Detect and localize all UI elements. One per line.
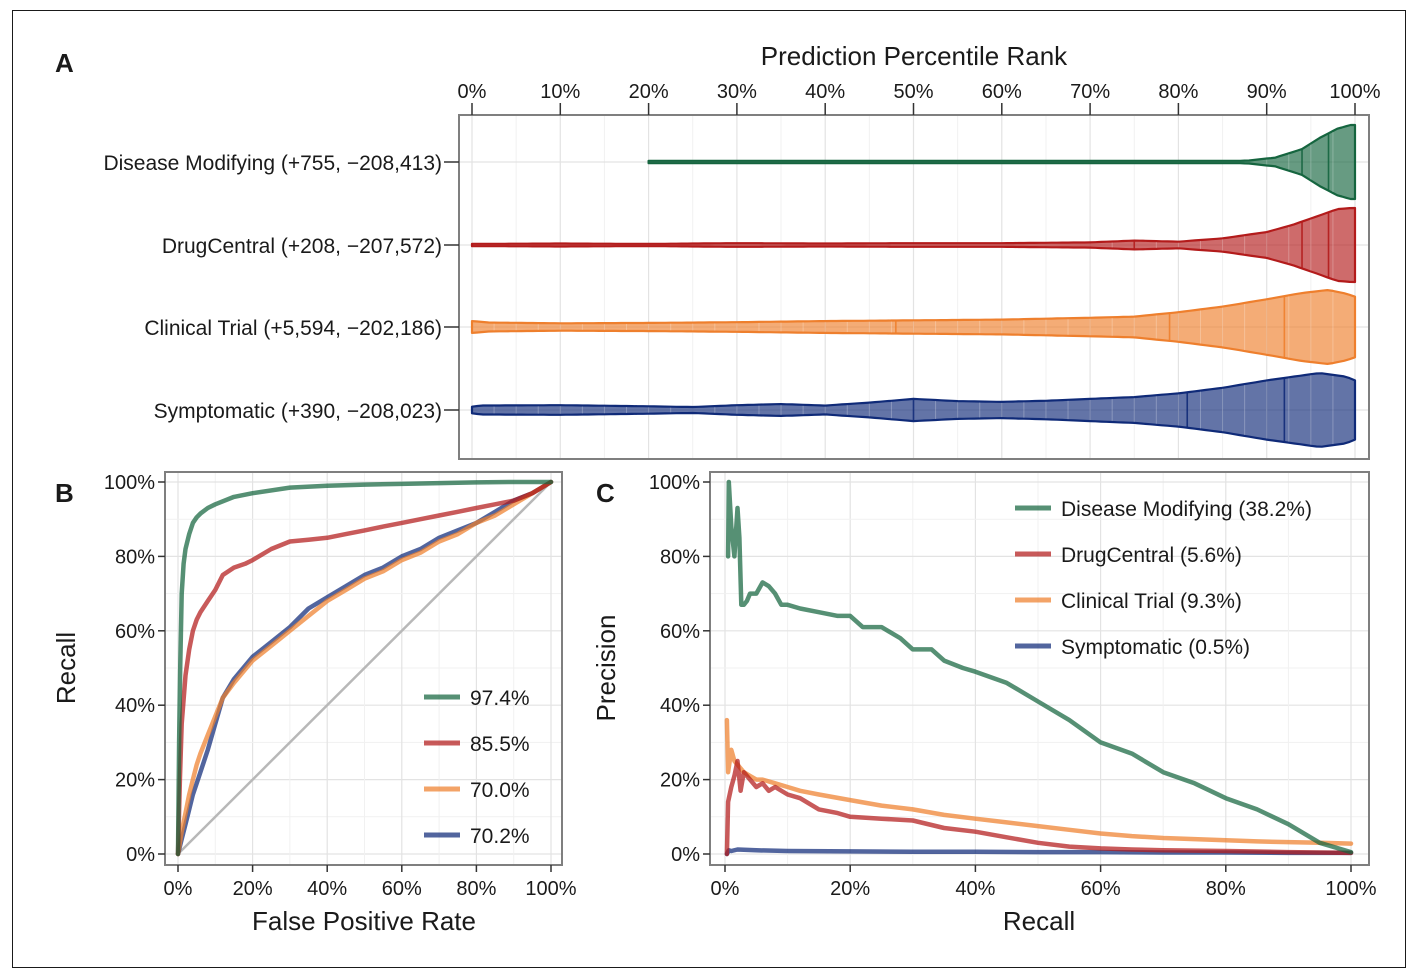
panel-c-grid xyxy=(710,472,1369,865)
panel-a-categories: Disease Modifying (+755, −208,413) DrugCe… xyxy=(103,152,459,423)
y-tick-label: 0% xyxy=(126,844,155,866)
x-tick-label: 60% xyxy=(982,81,1022,103)
panel-b-border xyxy=(164,471,563,866)
panel-c-letter: C xyxy=(596,478,615,508)
legend-label-disease_modifying: Disease Modifying (38.2%) xyxy=(1061,498,1312,521)
panel-b-roc-chart: 0% 0% 20% 20% 40% 40% 60% 60% 80% 80% 100% 100% 97.… xyxy=(51,471,577,936)
violin-disease_modifying xyxy=(647,123,1357,201)
panel-c-lines xyxy=(724,479,1354,857)
legend-label-drugcentral: 85.5% xyxy=(470,733,530,756)
x-tick-label: 60% xyxy=(1081,878,1121,900)
x-tick-label: 100% xyxy=(1329,81,1380,103)
panel-c-legend: Disease Modifying (38.2%) DrugCentral (5.… xyxy=(1015,498,1312,659)
x-tick-label: 0% xyxy=(711,878,740,900)
legend-label-clinical_trial: Clinical Trial (9.3%) xyxy=(1061,590,1242,613)
panel-b-x-axis-title: False Positive Rate xyxy=(252,906,476,936)
x-tick-label: 100% xyxy=(525,878,576,900)
legend-label-symptomatic: 70.2% xyxy=(470,825,530,848)
category-label: Disease Modifying (+755, −208,413) xyxy=(103,152,442,175)
x-tick-label: 80% xyxy=(456,878,496,900)
x-tick-label: 20% xyxy=(830,878,870,900)
x-tick-label: 100% xyxy=(1325,878,1376,900)
violin-drugcentral xyxy=(470,206,1357,284)
category-label: Symptomatic (+390, −208,023) xyxy=(154,400,442,423)
x-tick-label: 40% xyxy=(307,878,347,900)
x-tick-label: 0% xyxy=(458,81,487,103)
x-tick-label: 40% xyxy=(955,878,995,900)
panel-c-x-axis-title: Recall xyxy=(1003,906,1075,936)
panel-a-letter: A xyxy=(55,48,74,78)
y-tick-label: 20% xyxy=(115,770,155,792)
line-drugcentral xyxy=(724,758,1354,857)
x-tick-label: 10% xyxy=(540,81,580,103)
x-tick-label: 60% xyxy=(382,878,422,900)
panel-b-diagonal-reference xyxy=(177,481,552,855)
panel-b-lines xyxy=(175,479,554,857)
y-tick-label: 80% xyxy=(660,546,700,568)
x-tick-label: 30% xyxy=(717,81,757,103)
panel-a-violin-chart: 0% 10% 20% 30% 40% 50% 60% 70% 80% 90% 100% Diseas… xyxy=(103,41,1381,460)
violin-clinical_trial xyxy=(470,289,1357,365)
panel-b-letter: B xyxy=(55,478,74,508)
panel-c-pr-chart: 0% 0% 20% 20% 40% 40% 60% 60% 80% 80% 100% 100% Dis… xyxy=(591,471,1377,936)
y-tick-label: 60% xyxy=(115,621,155,643)
y-tick-label: 0% xyxy=(671,844,700,866)
y-tick-label: 100% xyxy=(104,472,155,494)
y-tick-label: 20% xyxy=(660,770,700,792)
y-tick-label: 40% xyxy=(115,695,155,717)
x-tick-label: 80% xyxy=(1206,878,1246,900)
line-disease_modifying xyxy=(725,479,1354,855)
x-tick-label: 70% xyxy=(1070,81,1110,103)
legend-label-clinical_trial: 70.0% xyxy=(470,779,530,802)
x-tick-label: 20% xyxy=(629,81,669,103)
x-tick-label: 90% xyxy=(1247,81,1287,103)
x-tick-label: 80% xyxy=(1158,81,1198,103)
legend-label-symptomatic: Symptomatic (0.5%) xyxy=(1061,636,1250,659)
panel-a-x-ticks: 0% 10% 20% 30% 40% 50% 60% 70% 80% 90% 100% xyxy=(458,81,1381,115)
line-clinical_trial xyxy=(724,717,1354,846)
panel-c-border xyxy=(709,471,1370,866)
category-label: DrugCentral (+208, −207,572) xyxy=(162,235,442,258)
y-tick-label: 80% xyxy=(115,546,155,568)
panel-b-ticks: 0% 0% 20% 20% 40% 40% 60% 60% 80% 80% 100% 100% xyxy=(104,472,577,900)
x-tick-label: 20% xyxy=(233,878,273,900)
line-clinical_trial xyxy=(175,479,554,857)
panel-c-y-axis-title: Precision xyxy=(591,615,621,722)
y-tick-label: 100% xyxy=(649,472,700,494)
panel-b-y-axis-title: Recall xyxy=(51,632,81,704)
legend-label-drugcentral: DrugCentral (5.6%) xyxy=(1061,544,1242,567)
x-tick-label: 0% xyxy=(164,878,193,900)
y-tick-label: 40% xyxy=(660,695,700,717)
x-tick-label: 40% xyxy=(805,81,845,103)
y-tick-label: 60% xyxy=(660,621,700,643)
panel-a-title: Prediction Percentile Rank xyxy=(761,41,1068,71)
x-tick-label: 50% xyxy=(893,81,933,103)
panel-b-legend: 97.4% 85.5% 70.0% 70.2% xyxy=(424,687,530,848)
legend-label-disease_modifying: 97.4% xyxy=(470,687,530,710)
line-drugcentral xyxy=(175,479,554,857)
line-disease_modifying xyxy=(175,479,554,857)
panel-a-violins xyxy=(470,123,1357,448)
category-label: Clinical Trial (+5,594, −202,186) xyxy=(144,317,442,340)
panel-c-ticks: 0% 0% 20% 20% 40% 40% 60% 60% 80% 80% 100% 100% xyxy=(649,472,1377,900)
